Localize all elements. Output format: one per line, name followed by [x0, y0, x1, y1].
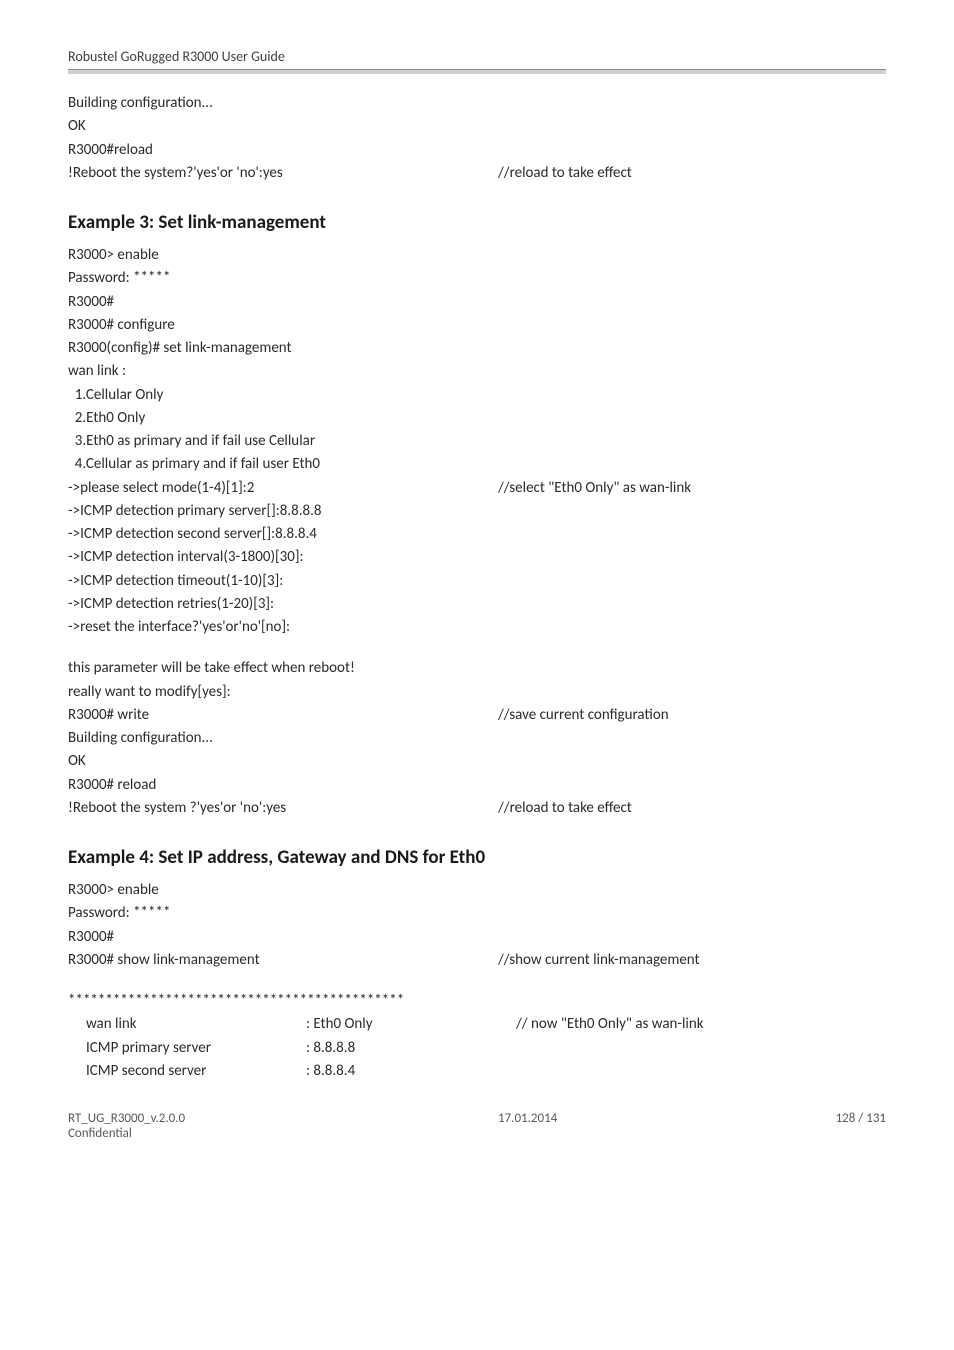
ex3-line: R3000# reload — [68, 774, 886, 797]
ex3-line: 3.Eth0 as primary and if fail use Cellul… — [68, 430, 886, 453]
ex3-line: ->ICMP detection second server[]:8.8.8.4 — [68, 523, 886, 546]
footer-date: 17.01.2014 — [498, 1111, 786, 1141]
page-footer: RT_UG_R3000_v.2.0.0 Confidential 17.01.2… — [68, 1111, 886, 1141]
ex3-line: ->ICMP detection timeout(1-10)[3]: — [68, 570, 886, 593]
ex3-line-comment: //select "Eth0 Only" as wan-link — [498, 477, 886, 500]
example4-title: Example 4: Set IP address, Gateway and D… — [68, 846, 886, 869]
footer-doc-id: RT_UG_R3000_v.2.0.0 — [68, 1111, 498, 1126]
ex4-row: ICMP second server : 8.8.8.4 — [68, 1060, 886, 1083]
intro-line-left: !Reboot the system?'yes'or 'no':yes — [68, 162, 498, 185]
ex3-line-comment: //save current configuration — [498, 704, 886, 727]
ex3-line: R3000> enable — [68, 244, 886, 267]
ex4-line: R3000> enable — [68, 879, 886, 902]
ex4-col2: : Eth0 Only — [306, 1013, 516, 1036]
ex3-line: R3000(config)# set link-management — [68, 337, 886, 360]
ex4-line-left: R3000# show link-management — [68, 949, 498, 972]
ex3-line: ->ICMP detection interval(3-1800)[30]: — [68, 546, 886, 569]
ex3-line: ->ICMP detection primary server[]:8.8.8.… — [68, 500, 886, 523]
ex3-line: ->ICMP detection retries(1-20)[3]: — [68, 593, 886, 616]
ex4-col2: : 8.8.8.8 — [306, 1037, 516, 1060]
ex3-line: Building configuration... — [68, 727, 886, 750]
ex3-line: 2.Eth0 Only — [68, 407, 886, 430]
footer-page-number: 128 / 131 — [786, 1111, 886, 1141]
ex4-col1: ICMP second server — [68, 1060, 306, 1083]
ex4-col3-comment: // now "Eth0 Only" as wan-link — [516, 1013, 886, 1036]
ex4-row: wan link : Eth0 Only // now "Eth0 Only" … — [68, 1013, 886, 1036]
ex3-line-left: ->please select mode(1-4)[1]:2 — [68, 477, 498, 500]
ex3-line: this parameter will be take effect when … — [68, 657, 886, 680]
ex3-line-left: R3000# write — [68, 704, 498, 727]
ex4-line-comment: //show current link-management — [498, 949, 886, 972]
ex4-col3 — [516, 1060, 886, 1083]
ex3-line-left: !Reboot the system ?'yes'or 'no':yes — [68, 797, 498, 820]
ex3-line: R3000# configure — [68, 314, 886, 337]
intro-line: R3000#reload — [68, 139, 886, 162]
intro-line-comment: //reload to take effect — [498, 162, 886, 185]
ex4-stars: ****************************************… — [68, 990, 886, 1013]
doc-header: Robustel GoRugged R3000 User Guide — [68, 48, 886, 65]
ex4-col1: ICMP primary server — [68, 1037, 306, 1060]
ex3-line: ->reset the interface?'yes'or'no'[no]: — [68, 616, 886, 639]
footer-confidential: Confidential — [68, 1126, 498, 1141]
ex3-line: Password: ***** — [68, 267, 886, 290]
ex4-col1: wan link — [68, 1013, 306, 1036]
ex4-col2: : 8.8.8.4 — [306, 1060, 516, 1083]
intro-line: OK — [68, 115, 886, 138]
header-rule — [68, 69, 886, 74]
intro-line: Building configuration... — [68, 92, 886, 115]
ex3-line: wan link : — [68, 360, 886, 383]
ex3-line-comment: //reload to take effect — [498, 797, 886, 820]
example3-title: Example 3: Set link-management — [68, 211, 886, 234]
ex4-row: ICMP primary server : 8.8.8.8 — [68, 1037, 886, 1060]
ex3-line: OK — [68, 750, 886, 773]
ex3-line: 4.Cellular as primary and if fail user E… — [68, 453, 886, 476]
ex3-line: really want to modify[yes]: — [68, 681, 886, 704]
ex3-line: R3000# — [68, 291, 886, 314]
ex4-col3 — [516, 1037, 886, 1060]
ex4-line: Password: ***** — [68, 902, 886, 925]
ex3-line: 1.Cellular Only — [68, 384, 886, 407]
ex4-line: R3000# — [68, 926, 886, 949]
